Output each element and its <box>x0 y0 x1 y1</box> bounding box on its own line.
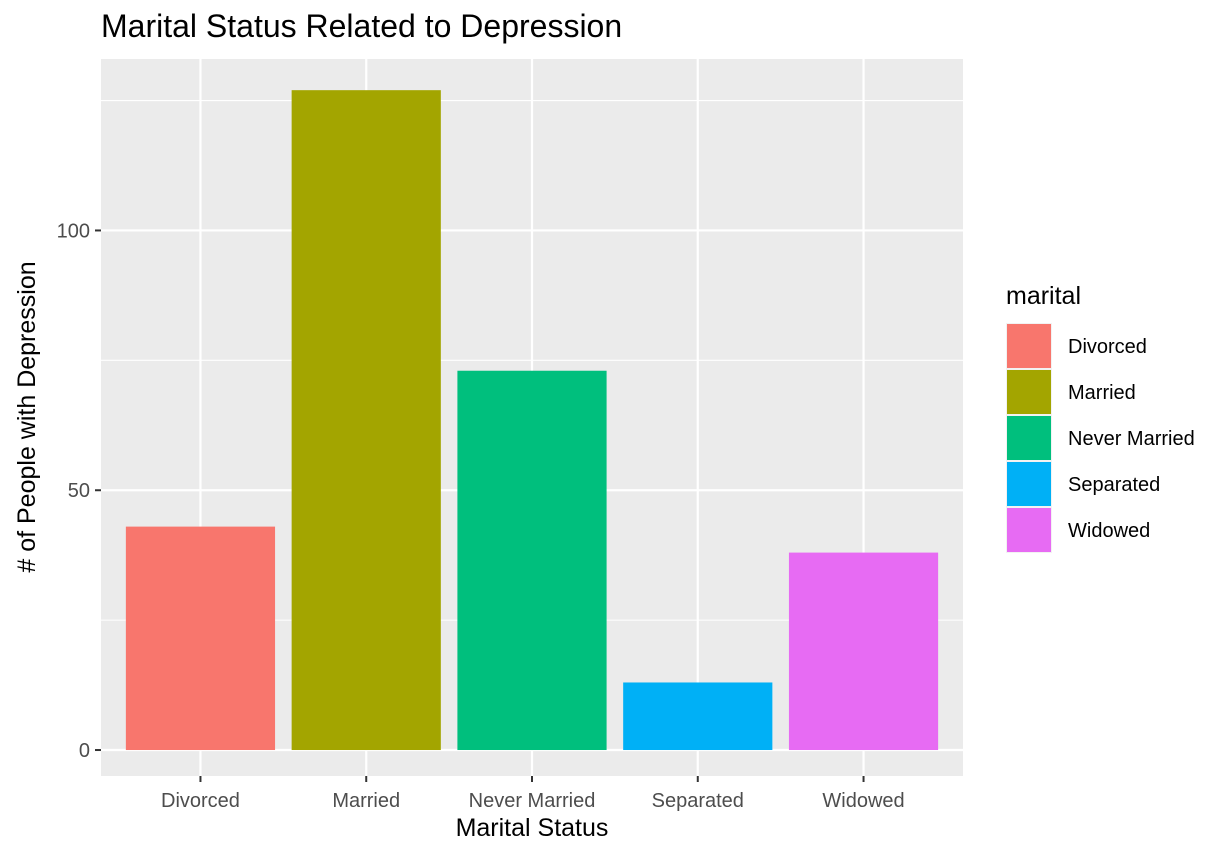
x-tick-label: Never Married <box>469 790 596 812</box>
legend-title: marital <box>1006 282 1081 310</box>
bar-separated <box>623 682 773 751</box>
legend-label: Separated <box>1068 474 1160 496</box>
legend-swatch-divorced <box>1007 324 1051 368</box>
legend-swatch-never-married <box>1007 416 1051 460</box>
y-tick-label: 50 <box>68 480 90 502</box>
x-tick-label: Divorced <box>161 790 240 812</box>
legend-swatch-separated <box>1007 462 1051 506</box>
legend-label: Widowed <box>1068 520 1150 542</box>
legend-items: Divorced Married Never Married Separated Wid… <box>1006 323 1195 553</box>
x-tick-label: Separated <box>652 790 744 812</box>
legend-swatch-married <box>1007 370 1051 414</box>
legend-label: Divorced <box>1068 336 1147 358</box>
bar-never-married <box>457 370 607 751</box>
legend-label: Never Married <box>1068 428 1195 450</box>
x-tick-label: Widowed <box>822 790 904 812</box>
legend-label: Married <box>1068 382 1136 404</box>
bars <box>125 90 939 751</box>
y-tick-label: 0 <box>79 740 90 762</box>
y-tick-label: 100 <box>57 220 90 242</box>
y-axis-title: # of People with Depression <box>13 261 41 572</box>
y-axis: 0 50 100 <box>57 220 101 762</box>
bar-widowed <box>788 552 939 751</box>
bar-divorced <box>125 526 276 751</box>
bar-married <box>291 90 441 751</box>
legend: marital Divorced Married Never Married Sepa… <box>1006 282 1195 553</box>
legend-swatch-widowed <box>1007 508 1051 552</box>
chart-title: Marital Status Related to Depression <box>101 8 622 44</box>
x-axis: Divorced Married Never Married Separated Wid… <box>161 776 905 812</box>
x-tick-label: Married <box>332 790 400 812</box>
x-axis-title: Marital Status <box>456 814 609 842</box>
